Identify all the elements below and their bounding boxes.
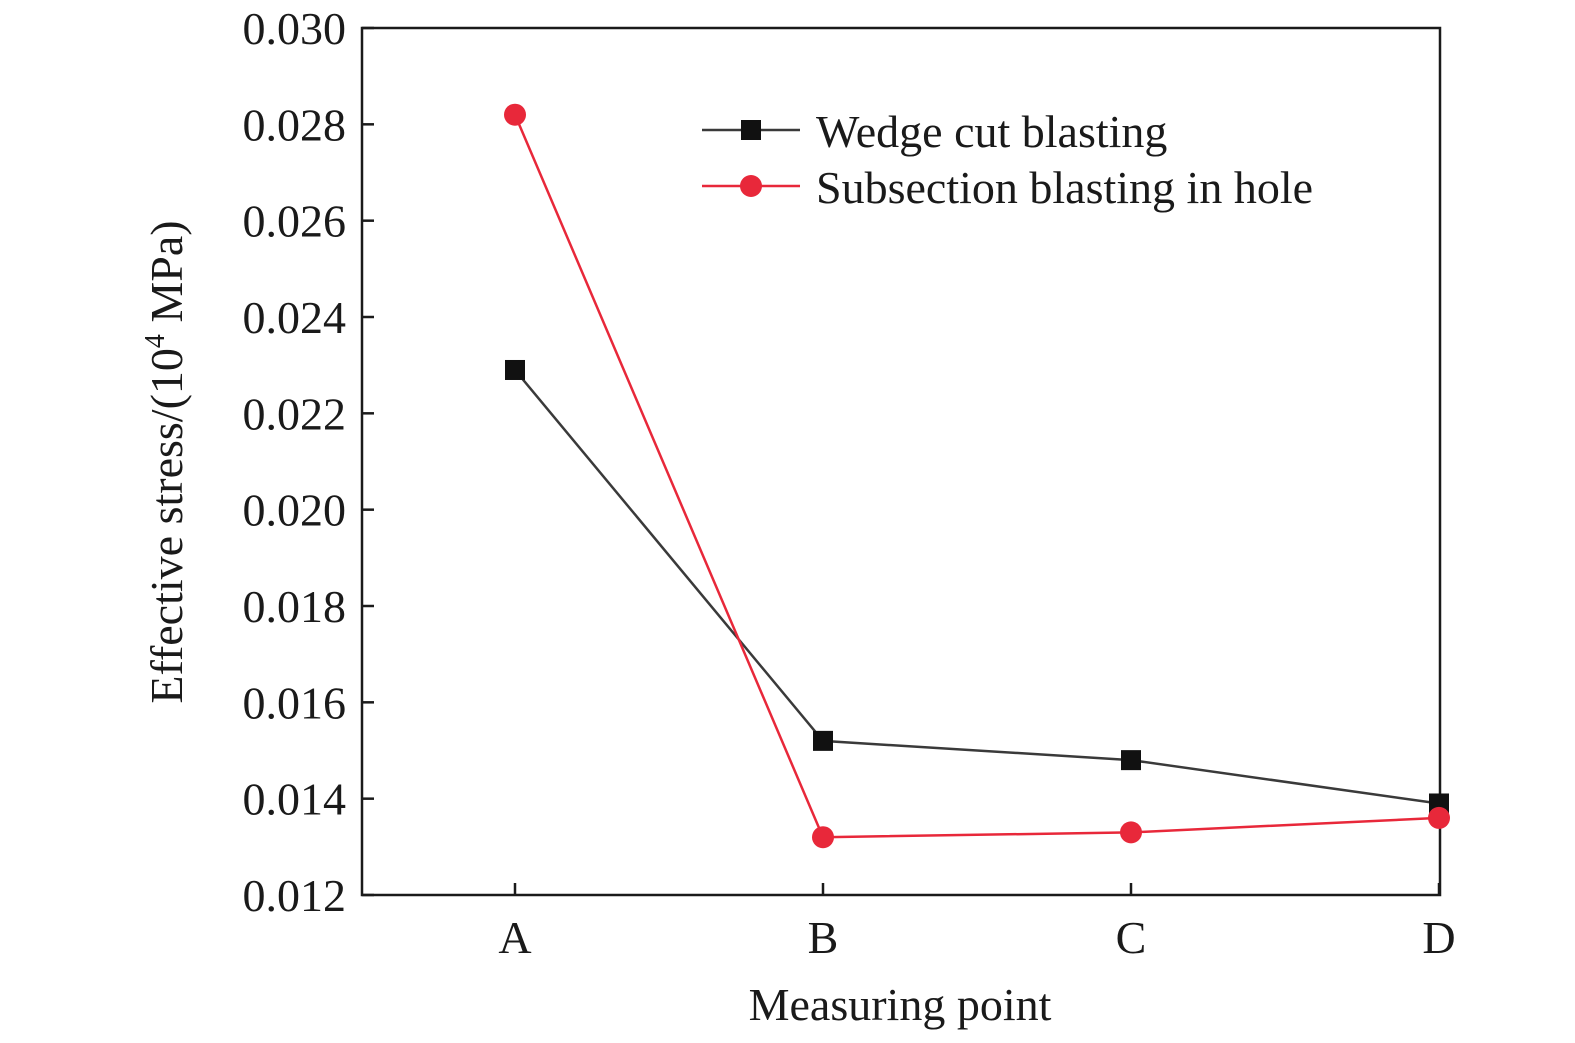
legend-item-wedge: Wedge cut blasting <box>702 106 1167 157</box>
y-tick-label: 0.020 <box>243 485 347 536</box>
data-point-circle <box>812 826 834 849</box>
y-tick-label: 0.028 <box>243 99 347 150</box>
legend: Wedge cut blasting Subsection blasting i… <box>702 106 1313 213</box>
data-point-square <box>813 730 833 751</box>
series-layer <box>504 103 1450 849</box>
y-tick-label: 0.014 <box>243 774 347 825</box>
y-axis-label: Effective stress/(104 MPa) <box>140 220 192 703</box>
legend-label-wedge: Wedge cut blasting <box>816 106 1167 157</box>
plot-frame <box>360 26 1442 897</box>
y-tick-label: 0.024 <box>243 292 347 343</box>
y-tick-label: 0.012 <box>243 870 347 921</box>
data-point-square <box>505 359 525 380</box>
y-axis: 0.012 0.014 0.016 0.018 0.020 0.022 0.024 0.026… <box>243 3 374 921</box>
y-tick-label: 0.026 <box>243 196 347 247</box>
data-point-circle <box>1120 821 1142 844</box>
series-line-0 <box>514 369 1440 805</box>
data-point-square <box>1121 750 1141 771</box>
x-axis-label: Measuring point <box>749 979 1052 1030</box>
x-tick-label: A <box>498 912 531 963</box>
y-tick-label: 0.030 <box>243 3 347 54</box>
legend-marker-wedge <box>741 120 761 140</box>
series-line-1 <box>513 114 1440 839</box>
y-tick-label: 0.016 <box>243 677 347 728</box>
x-tick-label: D <box>1422 912 1455 963</box>
legend-label-subsection: Subsection blasting in hole <box>816 162 1313 213</box>
x-tick-label: B <box>808 912 839 963</box>
data-point-circle <box>1428 806 1450 829</box>
y-tick-label: 0.022 <box>243 388 347 439</box>
legend-item-subsection: Subsection blasting in hole <box>702 162 1313 213</box>
data-point-circle <box>504 103 526 126</box>
y-axis-label-prefix: Effective stress/(10 <box>141 348 192 704</box>
x-axis: A B C D <box>498 883 1456 963</box>
y-tick-label: 0.018 <box>243 581 347 632</box>
y-axis-label-superscript: 4 <box>140 334 171 348</box>
legend-marker-subsection <box>740 175 762 197</box>
y-axis-label-suffix: MPa) <box>141 220 192 334</box>
x-tick-label: C <box>1116 912 1147 963</box>
